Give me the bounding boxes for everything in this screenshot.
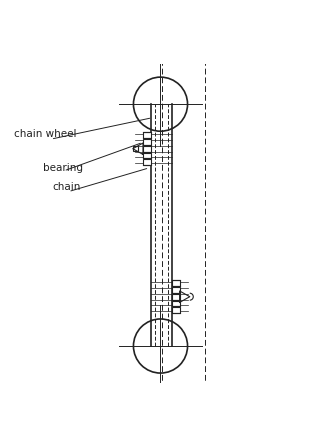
Bar <box>172 287 179 293</box>
Bar <box>172 280 179 286</box>
Bar <box>172 307 179 313</box>
Bar <box>133 146 138 151</box>
Bar <box>143 132 151 138</box>
Text: bearing: bearing <box>43 163 83 173</box>
Bar <box>143 139 151 145</box>
Bar <box>143 146 151 152</box>
Bar <box>143 152 151 158</box>
Bar <box>143 159 151 165</box>
Bar <box>172 300 179 306</box>
Bar <box>172 294 179 299</box>
Text: chain wheel: chain wheel <box>14 129 77 139</box>
Text: chain: chain <box>52 182 81 192</box>
